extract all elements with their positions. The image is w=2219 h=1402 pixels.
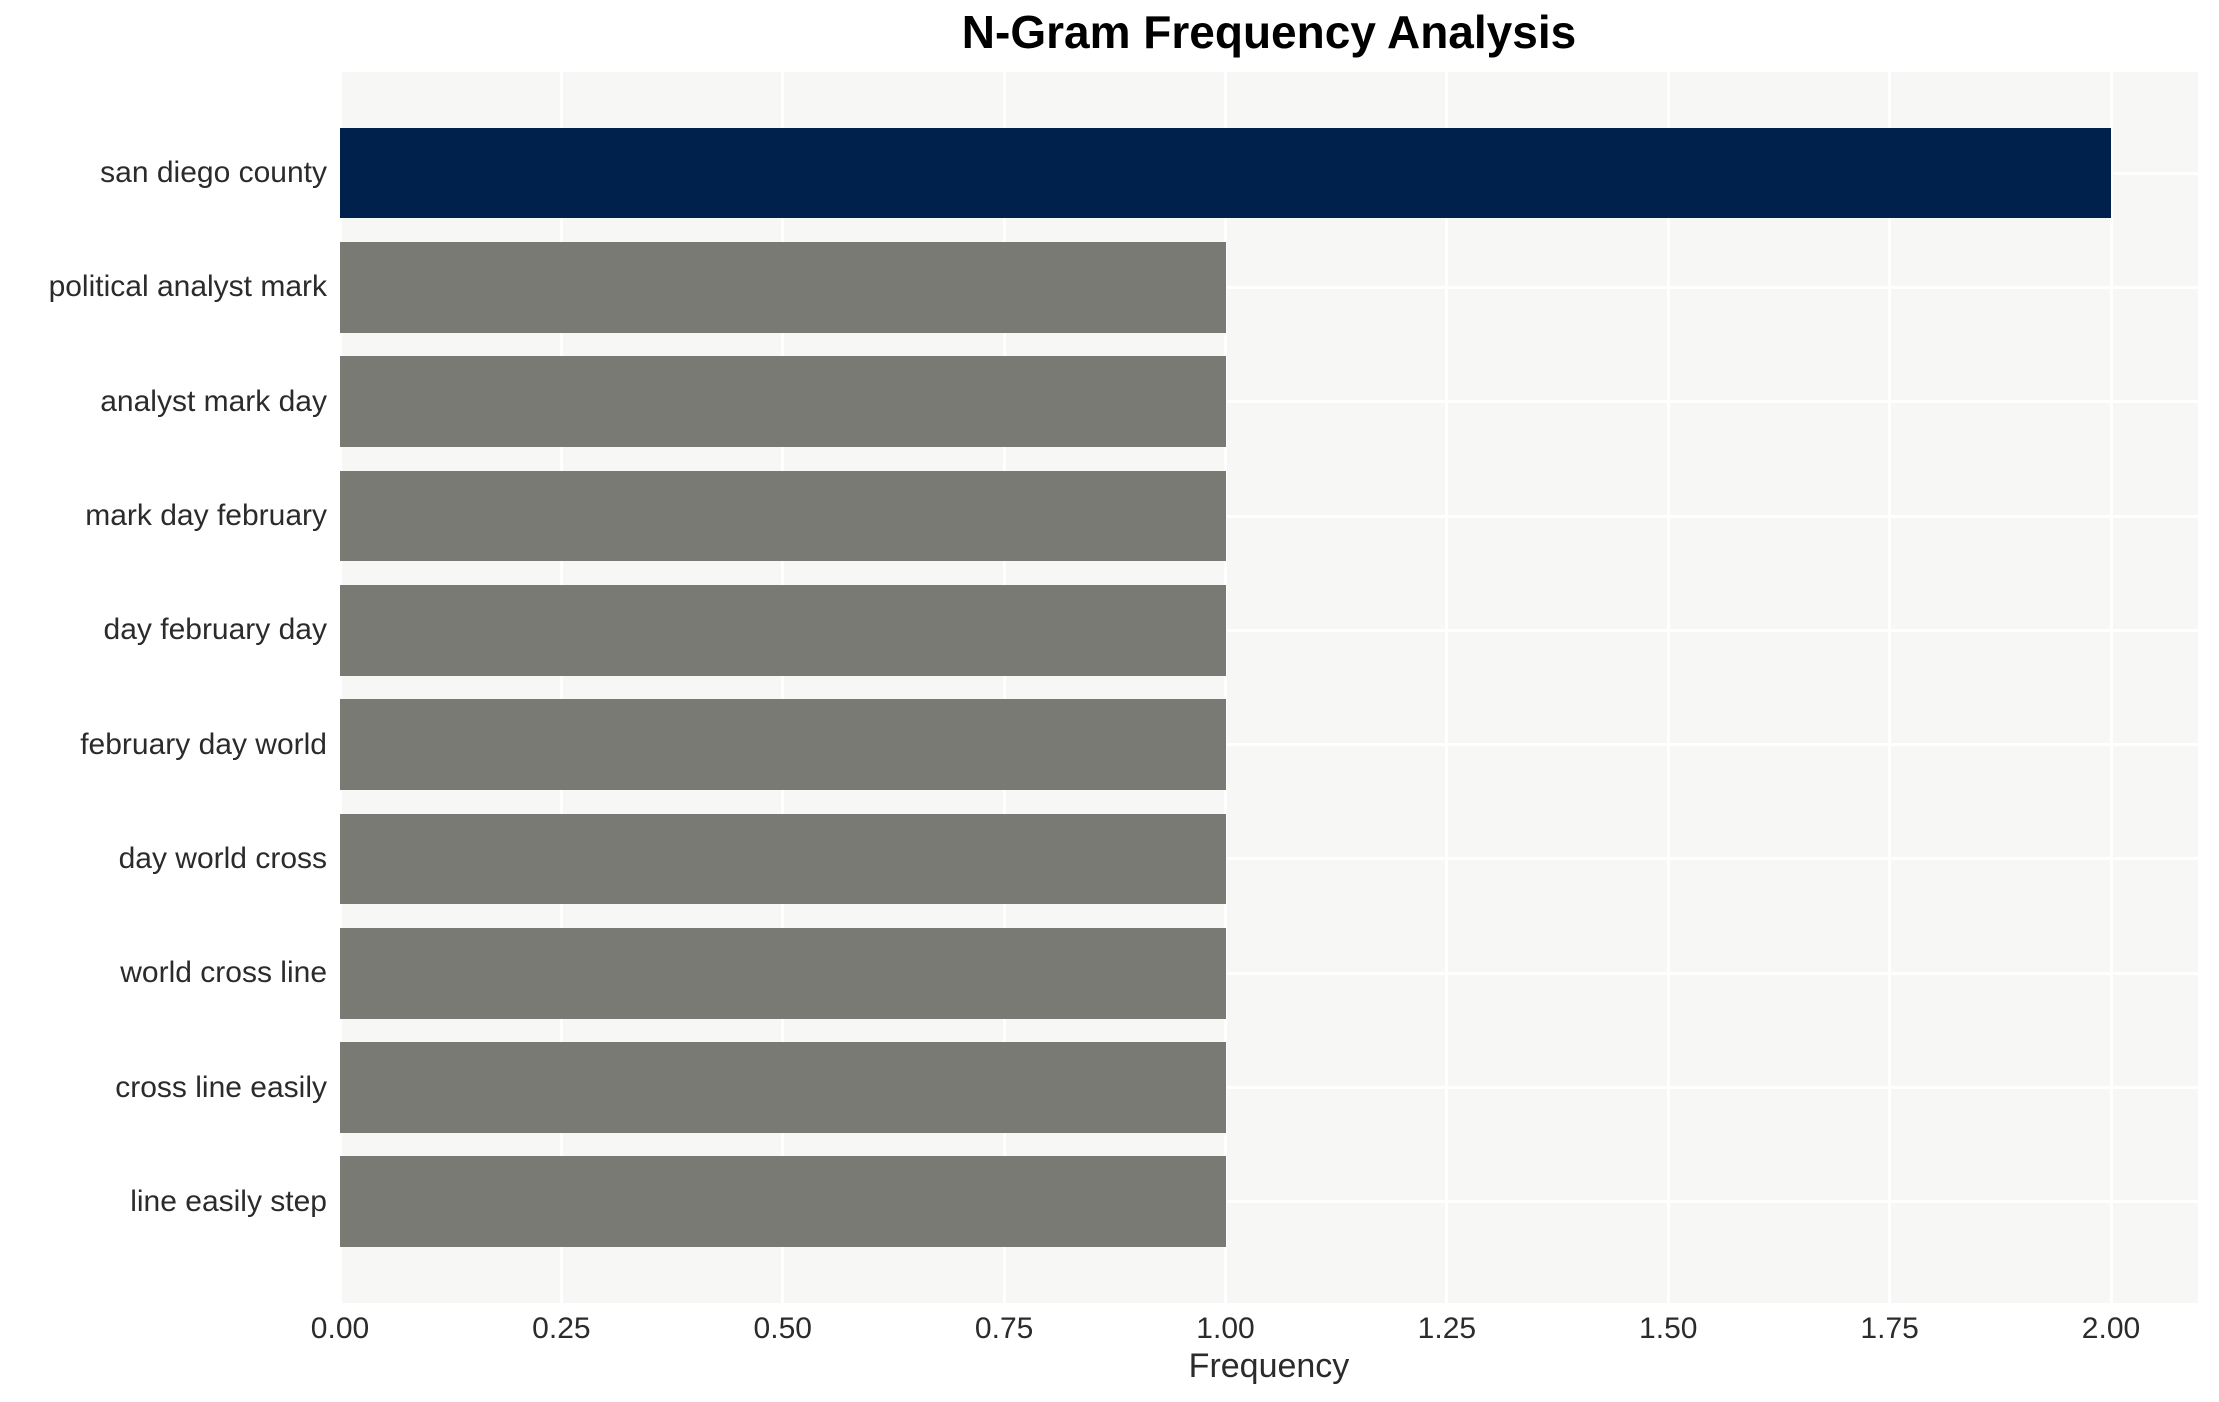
bar-row: day february day	[104, 573, 2198, 687]
bar-row: day world cross	[119, 802, 2198, 916]
y-axis-label: mark day february	[85, 499, 327, 533]
vertical-gridline	[1888, 72, 1892, 1303]
frequency-bar	[340, 584, 1226, 676]
horizontal-gridline	[340, 1200, 2198, 1204]
y-axis-label: day february day	[103, 613, 327, 647]
horizontal-gridline	[340, 1086, 2198, 1090]
y-axis-label: cross line easily	[115, 1070, 327, 1104]
frequency-bar	[340, 927, 1226, 1019]
x-tick-label: 1.50	[1639, 1312, 1698, 1345]
bar-row: political analyst mark	[49, 230, 2198, 344]
frequency-bar	[340, 1042, 1226, 1133]
vertical-gridline	[559, 72, 563, 1303]
bar-row: line easily step	[130, 1145, 2198, 1259]
horizontal-gridline	[340, 514, 2198, 518]
frequency-bar	[340, 127, 2111, 219]
y-axis-label: line easily step	[130, 1184, 327, 1218]
y-axis-label: february day world	[80, 727, 327, 761]
bar-row: world cross line	[120, 916, 2198, 1030]
frequency-bar	[340, 1156, 1226, 1248]
frequency-bar	[340, 699, 1226, 790]
horizontal-gridline	[340, 857, 2198, 861]
bar-row: february day world	[80, 687, 2198, 801]
frequency-bar	[340, 470, 1226, 562]
x-tick-label: 1.75	[1860, 1312, 1919, 1345]
horizontal-gridline	[340, 971, 2198, 975]
x-tick-label: 0.50	[753, 1312, 812, 1345]
x-tick-label: 0.00	[310, 1312, 370, 1345]
x-tick-label: 0.25	[532, 1312, 591, 1345]
y-axis-label: political analyst mark	[48, 270, 327, 304]
frequency-bar	[340, 242, 1226, 333]
frequency-bar	[340, 356, 1226, 448]
horizontal-gridline	[340, 285, 2198, 289]
chart-title: N-Gram Frequency Analysis	[961, 6, 1577, 58]
bar-row: cross line easily	[115, 1030, 2198, 1144]
plot-area: san diego county political analyst mark an…	[49, 72, 2198, 1385]
y-axis-label: world cross line	[120, 956, 327, 990]
vertical-gridline	[1002, 72, 1006, 1303]
vertical-gridline	[1224, 72, 1227, 1303]
vertical-gridline	[338, 72, 342, 1303]
x-tick-label: 2.00	[2081, 1312, 2141, 1345]
bar-row: analyst mark day	[100, 345, 2198, 459]
y-axis-label: day world cross	[118, 841, 327, 875]
x-tick-label: 0.75	[974, 1312, 1034, 1345]
horizontal-gridline	[340, 743, 2198, 747]
vertical-gridline	[2109, 72, 2113, 1303]
horizontal-gridline	[340, 628, 2198, 632]
x-tick-label: 1.00	[1196, 1312, 1255, 1345]
horizontal-gridline	[340, 400, 2198, 404]
bar-row: san diego county	[100, 116, 2198, 230]
x-axis-title: Frequency	[1188, 1347, 1350, 1385]
vertical-gridline	[1666, 72, 1670, 1303]
x-tick-label: 1.25	[1417, 1312, 1477, 1345]
bar-row: mark day february	[85, 459, 2198, 573]
x-axis: 0.00 0.25 0.50 0.75 1.00 1.25 1.50 1.75 2.00	[311, 1303, 2198, 1351]
vertical-gridline	[1445, 72, 1449, 1303]
frequency-bar	[340, 813, 1226, 905]
y-axis-label: san diego county	[100, 156, 327, 190]
vertical-gridline	[781, 72, 785, 1303]
y-axis-label: analyst mark day	[100, 384, 327, 418]
